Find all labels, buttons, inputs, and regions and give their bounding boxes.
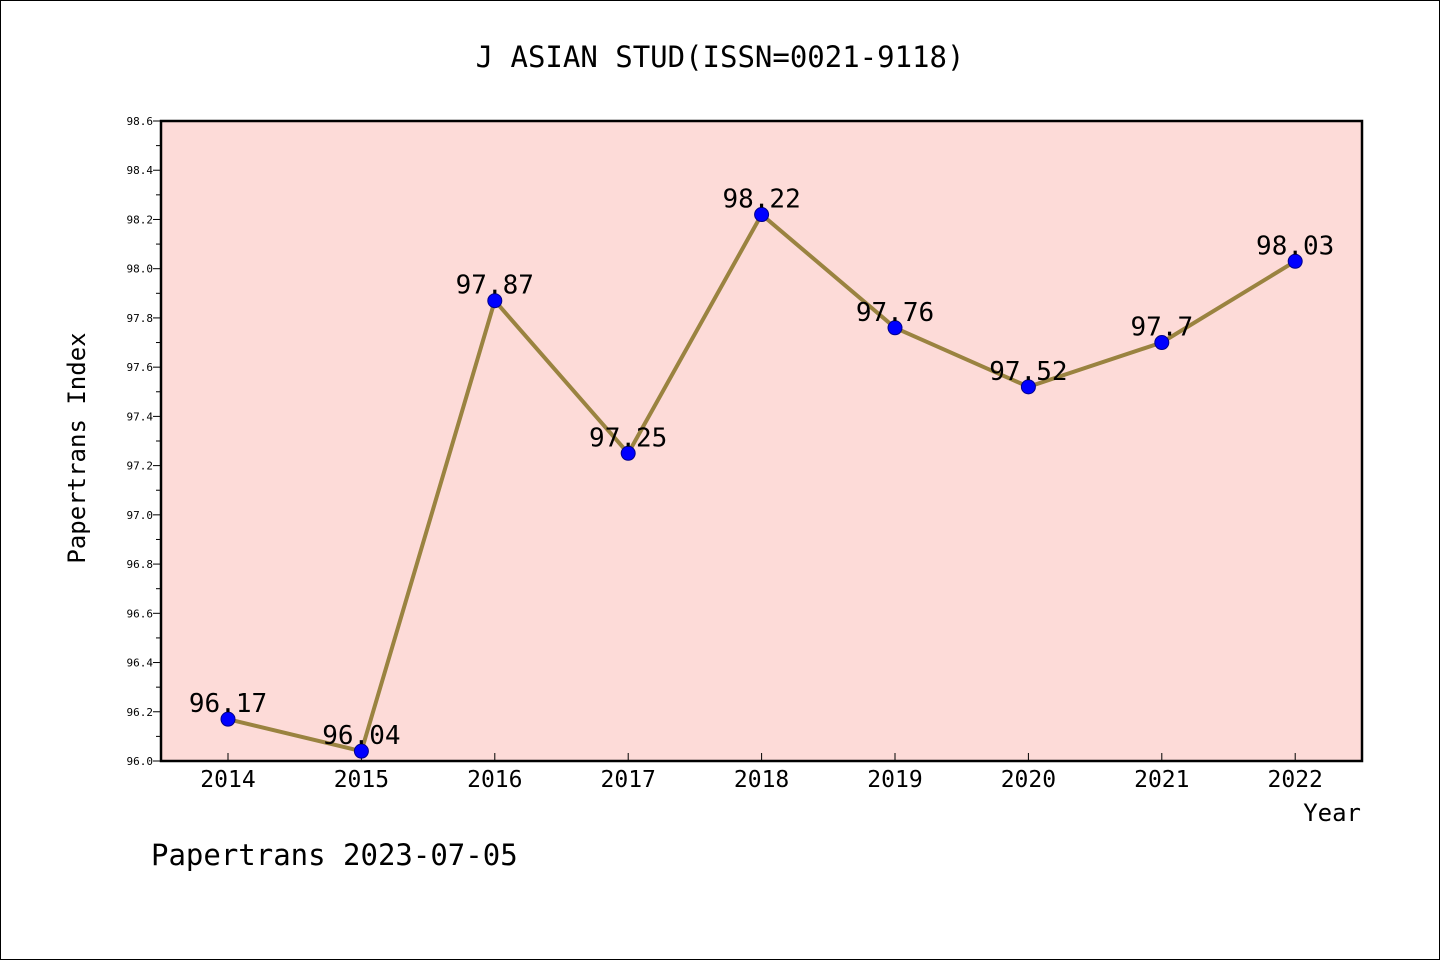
- x-tick-label: 2017: [601, 767, 656, 793]
- data-label: 96.17: [189, 689, 267, 719]
- x-tick-label: 2021: [1134, 767, 1189, 793]
- y-tick-label: 96.8: [127, 558, 154, 571]
- data-label: 98.03: [1256, 231, 1334, 261]
- y-axis: 96.0 96.2 96.4 96.6 96.8 97.0 97.2 97.4 97.6 97.8…: [127, 115, 161, 768]
- y-tick-label: 96.6: [127, 607, 154, 620]
- data-point: [1287, 253, 1303, 269]
- y-tick-label: 97.6: [127, 361, 154, 374]
- y-tick-label: 96.2: [127, 706, 154, 719]
- y-tick-label: 97.2: [127, 460, 154, 473]
- x-tick-label: 2018: [734, 767, 789, 793]
- data-point: [487, 293, 503, 309]
- x-axis-label: Year: [1303, 799, 1361, 827]
- data-point: [887, 320, 903, 336]
- y-axis-label: Papertrans Index: [63, 332, 91, 563]
- series-layer: 96.17 96.04 97.87 97.25 98.22 97.76 97.52 97.7 9…: [189, 185, 1334, 759]
- y-tick-label: 97.4: [127, 410, 154, 423]
- y-tick-label: 97.8: [127, 312, 154, 325]
- x-tick-label: 2020: [1001, 767, 1056, 793]
- data-point: [754, 207, 770, 223]
- y-tick-label: 98.6: [127, 115, 154, 128]
- data-label: 97.25: [589, 423, 667, 453]
- x-tick-label: 2015: [334, 767, 389, 793]
- y-tick-label: 98.2: [127, 213, 154, 226]
- y-tick-label: 98.0: [127, 263, 154, 276]
- data-label: 97.52: [989, 357, 1067, 387]
- x-tick-label: 2019: [867, 767, 922, 793]
- data-label: 98.22: [722, 185, 800, 215]
- data-label: 96.04: [322, 721, 400, 751]
- data-point: [353, 743, 369, 759]
- data-point: [620, 445, 636, 461]
- x-tick-label: 2022: [1268, 767, 1323, 793]
- y-tick-label: 96.4: [127, 657, 154, 670]
- plot-area: [159, 119, 1364, 763]
- x-tick-label: 2016: [467, 767, 522, 793]
- chart-title: J ASIAN STUD(ISSN=0021-9118): [476, 40, 965, 74]
- data-point: [1020, 379, 1036, 395]
- data-point: [1154, 335, 1170, 351]
- y-tick-label: 96.0: [127, 755, 154, 768]
- y-tick-label: 97.0: [127, 509, 154, 522]
- x-tick-label: 2014: [200, 767, 255, 793]
- data-label: 97.87: [456, 271, 534, 301]
- data-point: [220, 711, 236, 727]
- x-axis: 2014 2015 2016 2017 2018 2019 2020 2021 2022: [200, 753, 1323, 793]
- data-label: 97.76: [856, 298, 934, 328]
- data-label: 97.7: [1130, 313, 1193, 343]
- y-tick-label: 98.4: [127, 164, 154, 177]
- footer-note: Papertrans 2023-07-05: [151, 838, 518, 872]
